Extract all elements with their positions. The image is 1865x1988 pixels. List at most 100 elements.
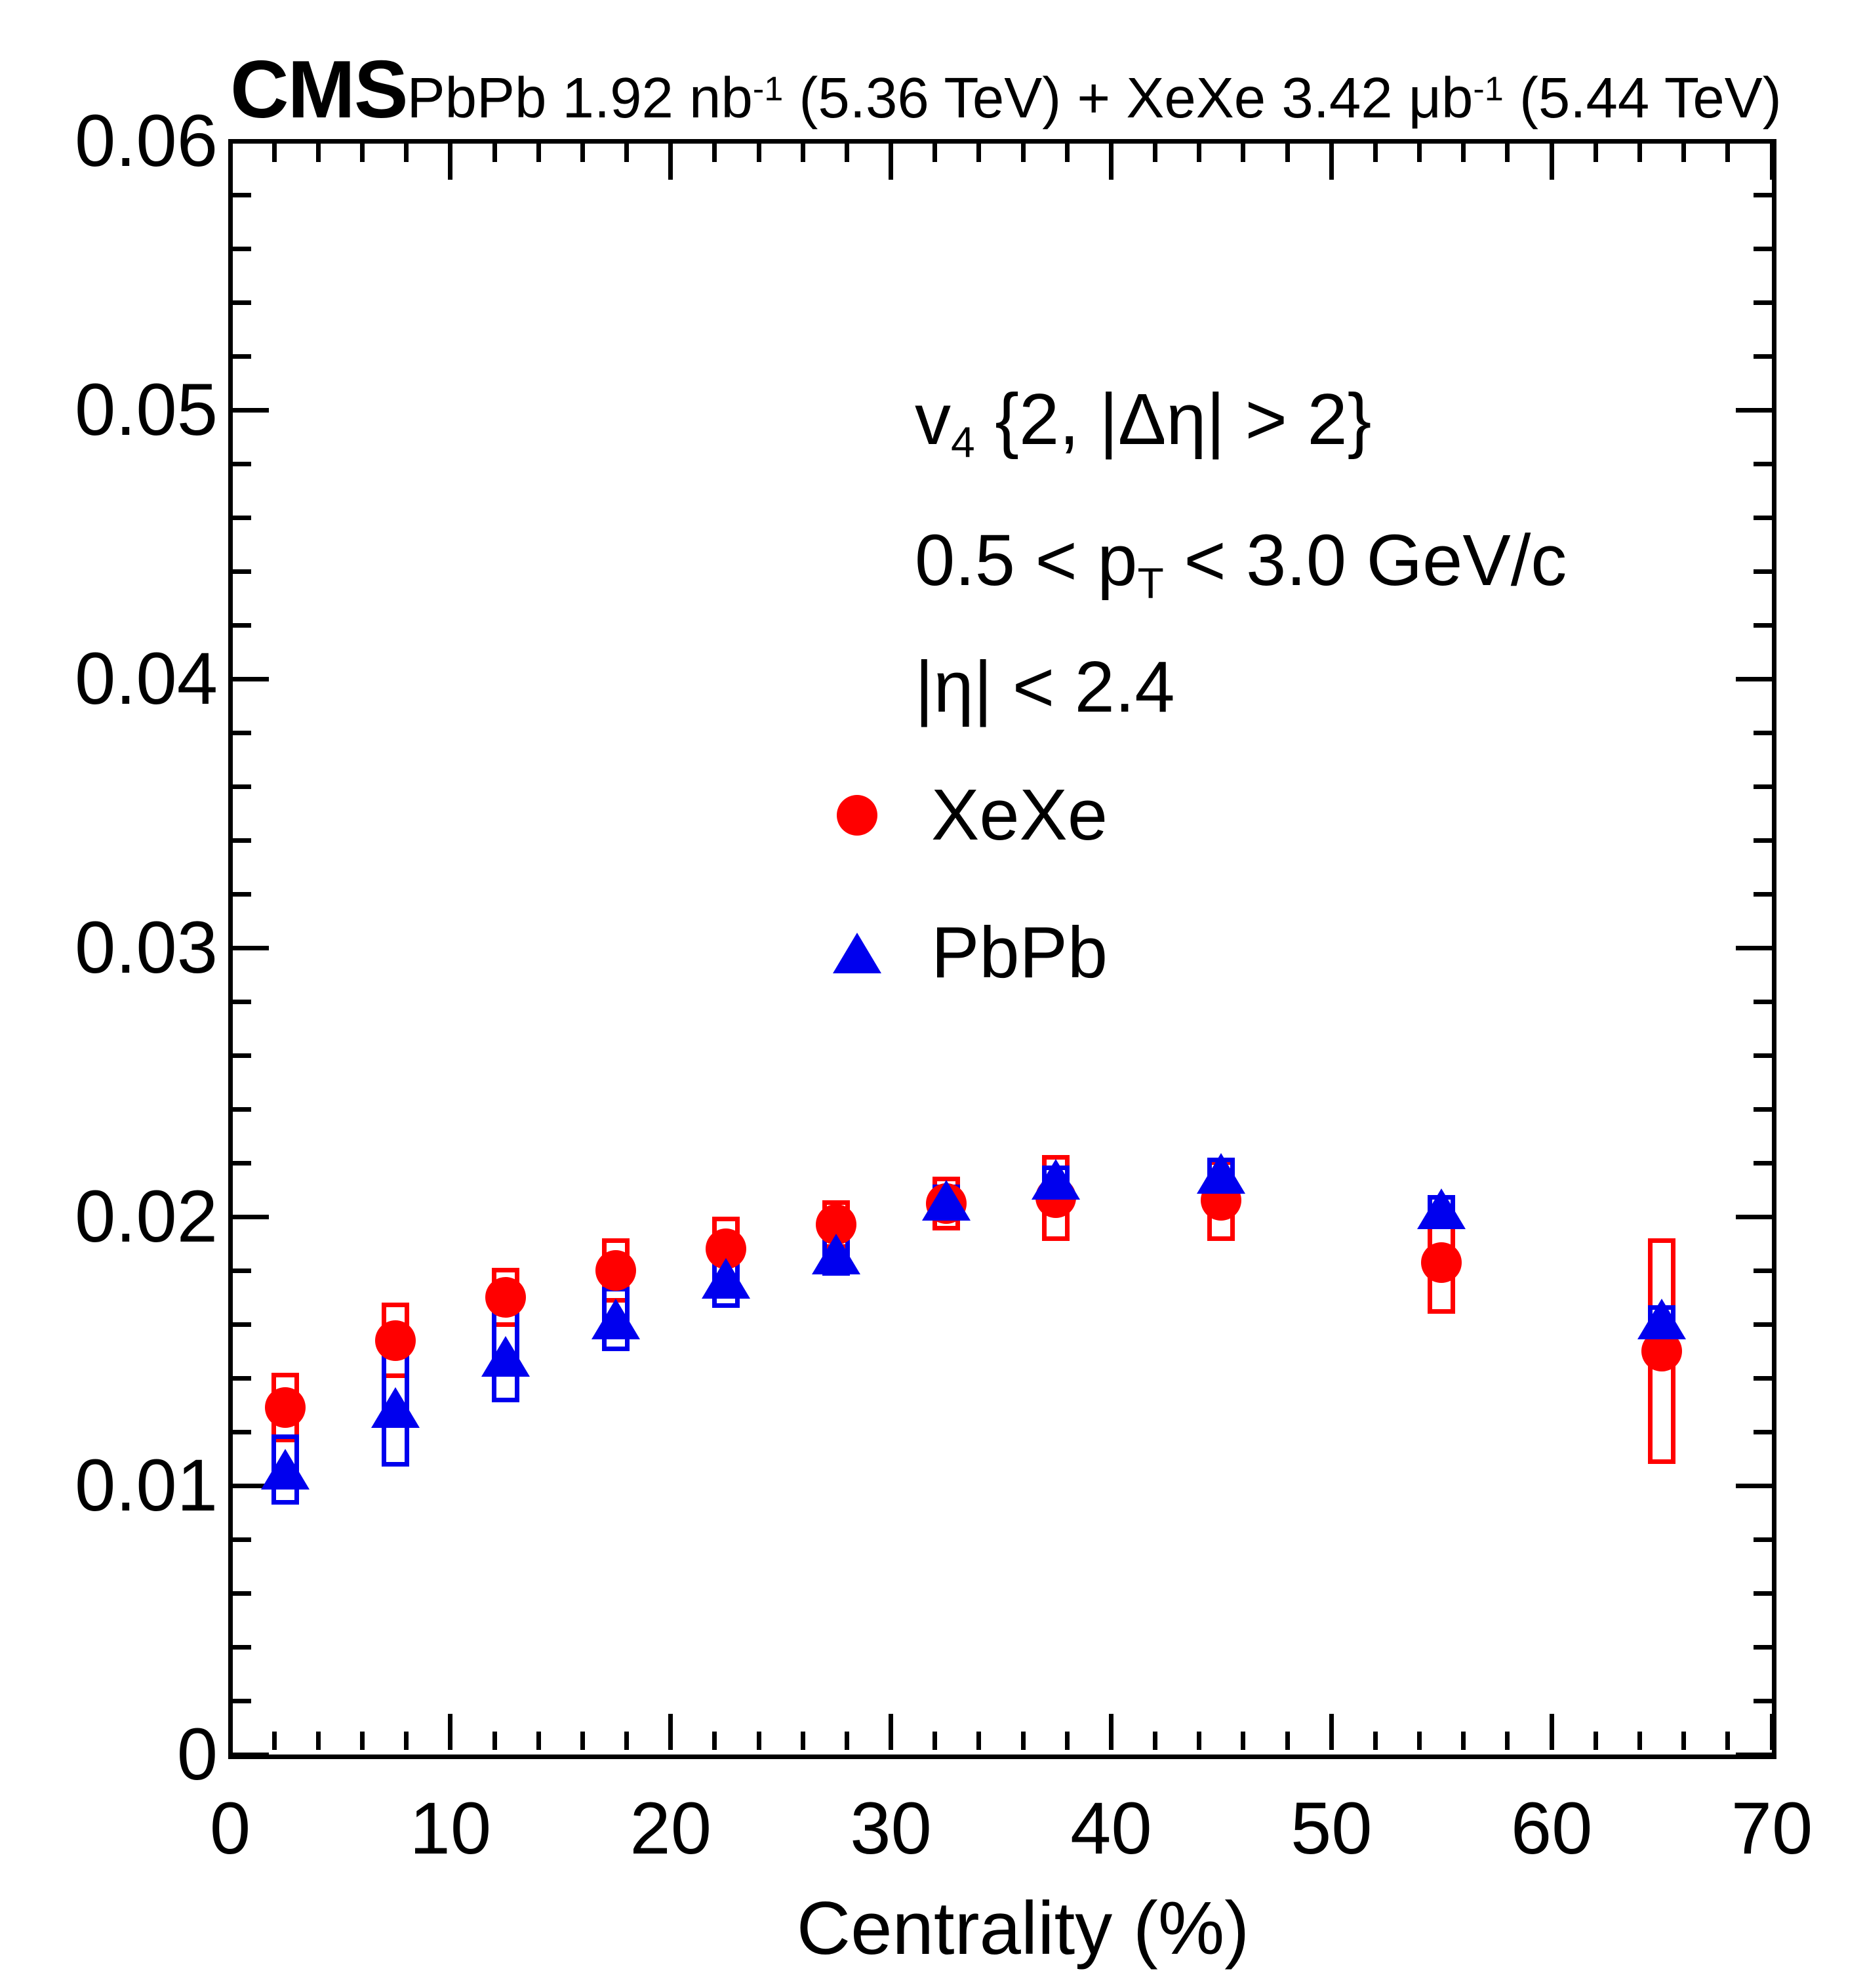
y-minor-tick-right — [1754, 1268, 1772, 1273]
xexe-data-point — [264, 1387, 306, 1429]
annotation-eta-range: |η| < 2.4 — [915, 647, 1175, 727]
pbpb-data-point — [811, 1234, 860, 1275]
y-minor-tick-right — [1754, 1429, 1772, 1434]
y-minor-tick-right — [1754, 192, 1772, 197]
pbpb-data-point — [1637, 1298, 1687, 1339]
xexe-data-point — [595, 1250, 636, 1291]
x-minor-tick-top — [844, 144, 849, 162]
y-minor-tick — [233, 1591, 251, 1596]
legend-pbpb-marker-icon — [833, 933, 881, 973]
x-minor-tick — [536, 1732, 541, 1750]
x-major-tick — [448, 1714, 453, 1750]
y-minor-tick-right — [1754, 354, 1772, 359]
cms-logo-text: CMS — [230, 45, 409, 135]
y-major-tick-right — [1736, 1483, 1772, 1488]
x-minor-tick — [1285, 1732, 1290, 1750]
x-minor-tick — [712, 1732, 717, 1750]
x-minor-tick-top — [1505, 144, 1510, 162]
y-major-tick-right — [1736, 945, 1772, 950]
y-tick-label: 0.01 — [75, 1444, 218, 1526]
y-minor-tick — [233, 461, 251, 466]
xexe-data-point — [1421, 1242, 1462, 1283]
y-minor-tick — [233, 1644, 251, 1650]
x-major-tick-top — [1108, 144, 1113, 180]
x-tick-label: 70 — [1731, 1787, 1813, 1869]
y-minor-tick — [233, 300, 251, 305]
y-minor-tick-right — [1754, 1106, 1772, 1112]
x-minor-tick-top — [404, 144, 409, 162]
x-minor-tick-top — [360, 144, 365, 162]
x-tick-label: 0 — [209, 1787, 251, 1869]
y-major-tick-right — [1736, 138, 1772, 144]
x-minor-tick — [976, 1732, 982, 1750]
x-minor-tick — [580, 1732, 585, 1750]
x-major-tick-top — [1769, 144, 1775, 180]
pbpb-data-point — [371, 1387, 420, 1429]
legend-xexe-marker-icon — [837, 795, 877, 836]
x-minor-tick-top — [271, 144, 277, 162]
x-minor-tick — [404, 1732, 409, 1750]
x-tick-label: 60 — [1510, 1787, 1593, 1869]
y-minor-tick-right — [1754, 999, 1772, 1004]
chart-header: CMS PbPb 1.92 nb-1 (5.36 TeV) + XeXe 3.4… — [230, 43, 1782, 136]
y-minor-tick-right — [1754, 461, 1772, 466]
y-major-tick — [233, 945, 269, 950]
y-tick-label: 0 — [176, 1713, 218, 1795]
x-minor-tick — [315, 1732, 321, 1750]
y-major-tick — [233, 676, 269, 681]
x-minor-tick — [800, 1732, 805, 1750]
y-minor-tick — [233, 622, 251, 628]
x-minor-tick-top — [800, 144, 805, 162]
y-major-tick-right — [1736, 1214, 1772, 1219]
y-major-tick — [233, 1214, 269, 1219]
x-minor-tick — [1241, 1732, 1246, 1750]
y-minor-tick — [233, 730, 251, 735]
y-minor-tick-right — [1754, 1160, 1772, 1166]
y-minor-tick — [233, 246, 251, 251]
pbpb-data-point — [1417, 1188, 1466, 1229]
x-major-tick — [1108, 1714, 1113, 1750]
x-major-tick — [1549, 1714, 1554, 1750]
y-minor-tick — [233, 1537, 251, 1542]
pbpb-data-point — [921, 1180, 971, 1221]
y-minor-tick-right — [1754, 1591, 1772, 1596]
x-minor-tick-top — [1637, 144, 1642, 162]
y-minor-tick — [233, 1106, 251, 1112]
x-tick-label: 50 — [1290, 1787, 1373, 1869]
xexe-data-point — [485, 1277, 526, 1318]
y-minor-tick-right — [1754, 622, 1772, 628]
x-tick-label: 10 — [409, 1787, 492, 1869]
annotation-pt-range: 0.5 < pT < 3.0 GeV/c — [915, 520, 1567, 607]
pbpb-data-point — [481, 1336, 530, 1377]
x-minor-tick-top — [492, 144, 497, 162]
x-major-tick — [228, 1714, 233, 1750]
y-minor-tick — [233, 784, 251, 789]
y-minor-tick — [233, 1429, 251, 1434]
y-tick-label: 0.04 — [75, 638, 218, 720]
x-minor-tick — [932, 1732, 938, 1750]
x-minor-tick-top — [1197, 144, 1202, 162]
y-minor-tick-right — [1754, 1053, 1772, 1058]
x-minor-tick — [1020, 1732, 1026, 1750]
y-minor-tick-right — [1754, 784, 1772, 789]
y-minor-tick-right — [1754, 1322, 1772, 1327]
x-minor-tick-top — [1241, 144, 1246, 162]
x-minor-tick — [1725, 1732, 1731, 1750]
x-minor-tick — [1064, 1732, 1070, 1750]
x-minor-tick — [1153, 1732, 1158, 1750]
y-minor-tick-right — [1754, 838, 1772, 843]
y-tick-label: 0.03 — [75, 906, 218, 988]
y-major-tick — [233, 138, 269, 144]
y-minor-tick — [233, 838, 251, 843]
pbpb-data-point — [1197, 1153, 1246, 1194]
x-minor-tick — [844, 1732, 849, 1750]
x-minor-tick-top — [1417, 144, 1422, 162]
x-major-tick-top — [889, 144, 894, 180]
y-minor-tick-right — [1754, 891, 1772, 897]
x-major-tick-top — [448, 144, 453, 180]
x-minor-tick-top — [1285, 144, 1290, 162]
x-minor-tick-top — [624, 144, 630, 162]
x-minor-tick-top — [1153, 144, 1158, 162]
y-minor-tick — [233, 891, 251, 897]
pbpb-data-point — [591, 1298, 640, 1339]
